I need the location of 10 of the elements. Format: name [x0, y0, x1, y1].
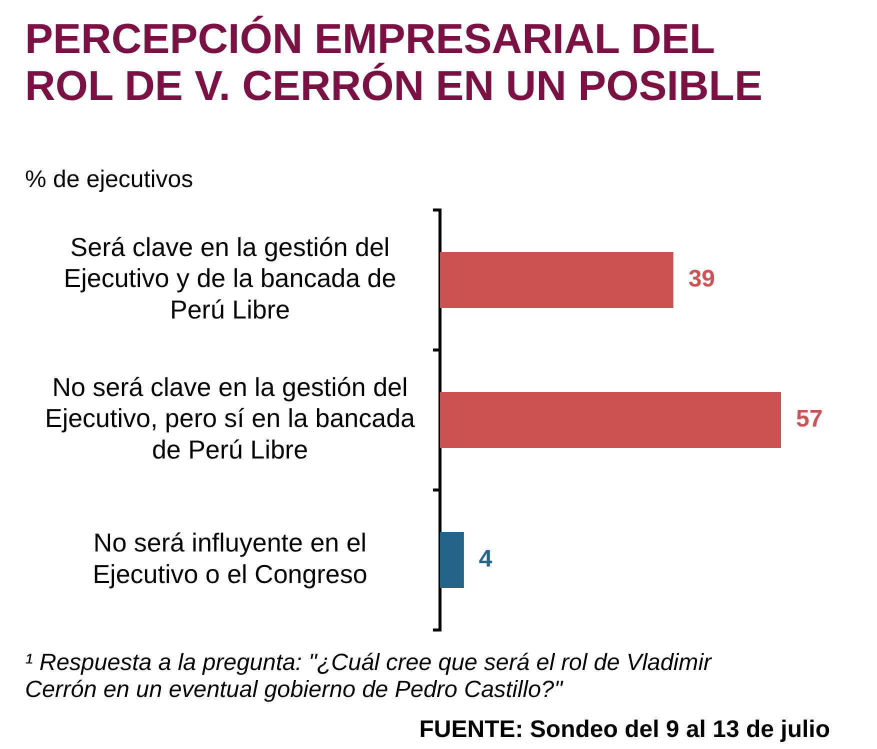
text: ¹ Respuesta a la pregunta: "¿Cuál cree que será el rol de Vladimir Cerrón en un eventual gobierno de Pedro Castillo?": [25, 649, 713, 703]
y-tick-label: No será clave en la gestión del Ejecutivo, pero sí en la bancada de Perú Libre: [44, 372, 416, 464]
chart-title: PERCEPCIÓN EMPRESARIAL DEL ROL DE V. CERRÓN EN UN POSIBLE: [25, 15, 764, 109]
source-note: FUENTE: Sondeo del 9 al 13 de julio: [419, 716, 830, 744]
y-tick-label: Será clave en la gestión del Ejecutivo y de la bancada de Perú Libre: [64, 232, 396, 324]
y-tick-label: No será influyente en el Ejecutivo o el Congreso: [92, 528, 368, 589]
data-label: 57: [796, 406, 823, 433]
data-label: 39: [688, 266, 716, 293]
data-label: 4: [478, 546, 493, 573]
text: % de ejecutivos: [25, 166, 194, 194]
